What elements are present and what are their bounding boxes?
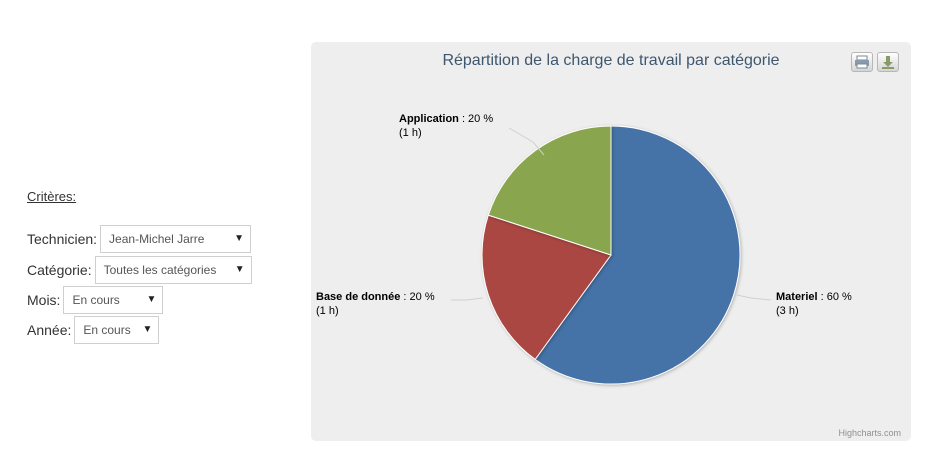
label-connector xyxy=(508,127,545,156)
filter-mois: Mois: En cours ▼ xyxy=(27,286,164,314)
printer-icon xyxy=(855,55,869,69)
annee-value: En cours xyxy=(83,323,131,337)
pie-chart: Materiel : 60 % (3 h) Base de donnée : 20 … xyxy=(316,113,852,385)
label-connector xyxy=(736,294,772,301)
chevron-down-icon: ▼ xyxy=(234,233,245,244)
criteria-title: Critères: xyxy=(27,189,77,204)
credits-link[interactable]: Highcharts.com xyxy=(838,428,901,438)
categorie-select[interactable]: Toutes les catégories ▼ xyxy=(94,256,252,284)
annee-label: Année: xyxy=(27,322,72,338)
chart-panel: Materiel : 60 % (3 h) Base de donnée : 20 … xyxy=(311,42,911,441)
label-connector xyxy=(451,297,484,301)
chevron-down-icon: ▼ xyxy=(146,294,157,305)
download-button[interactable] xyxy=(877,52,899,72)
data-label: Materiel : 60 % (3 h) xyxy=(776,291,852,317)
data-label: Base de donnée : 20 % (1 h) xyxy=(316,291,435,317)
technicien-select[interactable]: Jean-Michel Jarre ▼ xyxy=(100,225,252,253)
filter-technicien: Technicien: Jean-Michel Jarre ▼ xyxy=(27,225,252,253)
download-icon xyxy=(882,56,894,69)
data-label: Application : 20 % (1 h) xyxy=(399,113,493,139)
chart-title: Répartition de la charge de travail par … xyxy=(442,52,780,69)
pie-slice-application[interactable] xyxy=(487,125,612,256)
categorie-value: Toutes les catégories xyxy=(103,263,217,277)
print-button[interactable] xyxy=(851,52,873,72)
categorie-label: Catégorie: xyxy=(27,262,92,278)
chevron-down-icon: ▼ xyxy=(234,264,245,275)
pie-slice-materiel[interactable] xyxy=(534,125,741,385)
technicien-value: Jean-Michel Jarre xyxy=(109,232,205,246)
mois-select[interactable]: En cours ▼ xyxy=(63,286,164,314)
chevron-down-icon: ▼ xyxy=(142,324,153,335)
mois-label: Mois: xyxy=(27,292,61,308)
technicien-label: Technicien: xyxy=(27,231,98,247)
pie-slice-base-de-donnée[interactable] xyxy=(481,214,612,361)
filter-categorie: Catégorie: Toutes les catégories ▼ xyxy=(27,256,252,284)
filter-annee: Année: En cours ▼ xyxy=(27,316,160,344)
mois-value: En cours xyxy=(72,293,120,307)
annee-select[interactable]: En cours ▼ xyxy=(74,316,160,344)
